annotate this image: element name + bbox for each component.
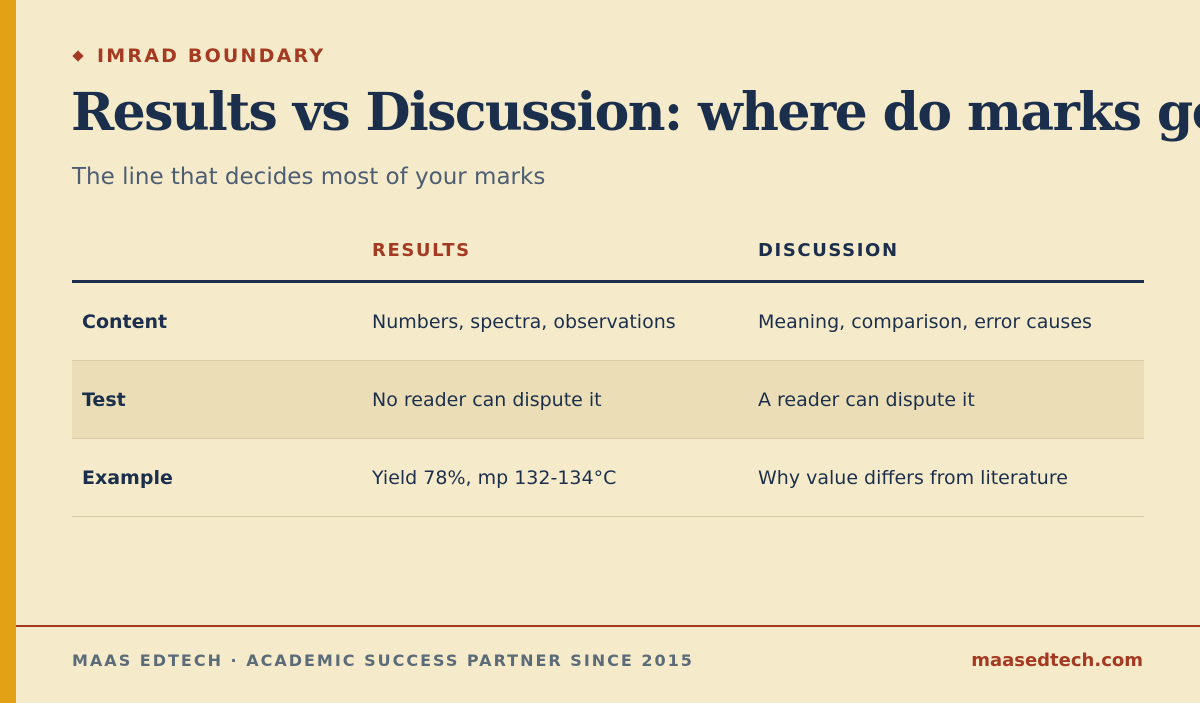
page-title: Results vs Discussion: where do marks go… xyxy=(71,82,1200,143)
accent-bar xyxy=(0,0,16,703)
discussion-cell: Meaning, comparison, error causes xyxy=(758,310,1092,333)
eyebrow-label: IMRAD BOUNDARY xyxy=(97,45,326,67)
results-cell: Numbers, spectra, observations xyxy=(372,310,676,333)
diamond-icon xyxy=(72,50,84,62)
table-row: Test No reader can dispute it A reader c… xyxy=(72,361,1144,439)
discussion-cell: Why value differs from literature xyxy=(758,466,1068,489)
footer-tagline: MAAS EDTECH · ACADEMIC SUCCESS PARTNER S… xyxy=(72,651,694,670)
discussion-cell: A reader can dispute it xyxy=(758,388,975,411)
header-results: RESULTS xyxy=(372,240,471,261)
results-cell: No reader can dispute it xyxy=(372,388,602,411)
comparison-table: RESULTS DISCUSSION Content Numbers, spec… xyxy=(72,226,1144,517)
row-label: Content xyxy=(82,310,168,333)
table-header: RESULTS DISCUSSION xyxy=(72,226,1144,283)
row-label: Test xyxy=(82,388,126,411)
table-row: Content Numbers, spectra, observations M… xyxy=(72,283,1144,361)
results-cell: Yield 78%, mp 132-134°C xyxy=(372,466,617,489)
footer-divider xyxy=(16,625,1200,627)
page-subtitle: The line that decides most of your marks xyxy=(72,164,546,190)
footer-website: maasedtech.com xyxy=(971,650,1143,671)
row-label: Example xyxy=(82,466,173,489)
eyebrow: IMRAD BOUNDARY xyxy=(72,45,325,67)
header-discussion: DISCUSSION xyxy=(758,240,899,261)
table-row: Example Yield 78%, mp 132-134°C Why valu… xyxy=(72,439,1144,517)
